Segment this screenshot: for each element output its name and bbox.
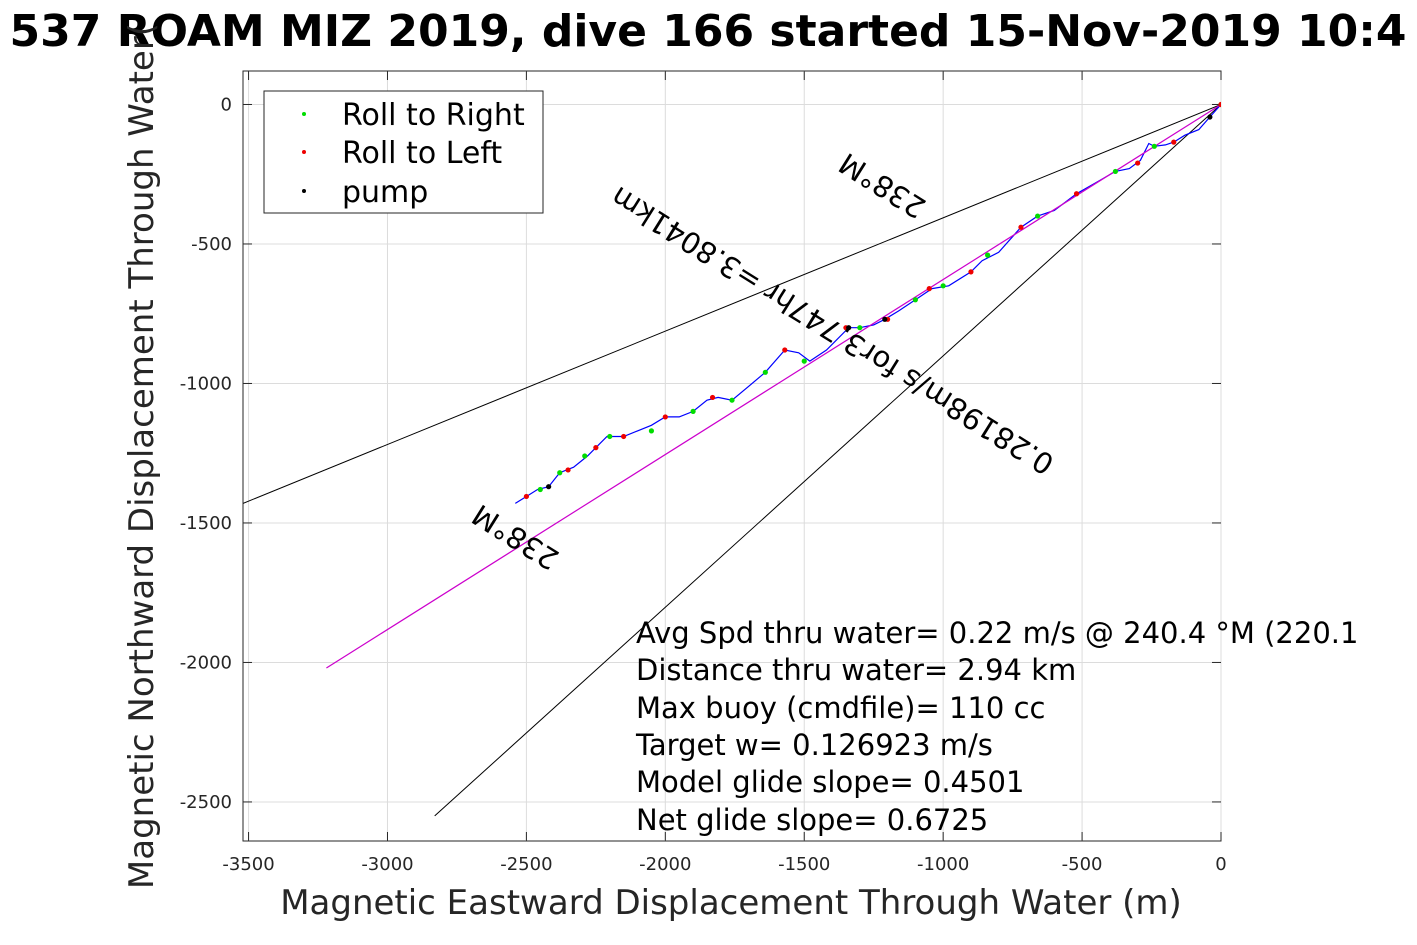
summary-distance: Distance thru water= 2.94 km (636, 653, 1076, 687)
legend-marker-pump (302, 189, 306, 193)
y-axis-label: Magnetic Northward Displacement Through … (122, 23, 162, 889)
roll-right-point (1151, 143, 1157, 149)
summary-target-w: Target w= 0.126923 m/s (635, 728, 993, 762)
y-tick-label: -2000 (180, 652, 232, 673)
legend-label-roll-left: Roll to Left (342, 136, 502, 171)
x-tick-label: -1500 (778, 854, 830, 875)
y-tick-label: -500 (191, 234, 232, 255)
pump-point (546, 484, 552, 490)
roll-left-point (968, 269, 974, 275)
reference-line-upper (243, 104, 1221, 504)
roll-right-point (985, 252, 991, 258)
roll-right-point (1112, 168, 1119, 175)
series-line-1 (326, 103, 1221, 669)
x-tick-label: -2000 (639, 854, 691, 875)
roll-left-point (782, 347, 788, 353)
roll-right-point (557, 470, 563, 476)
x-axis-label: Magnetic Eastward Displacement Through W… (280, 883, 1182, 923)
roll-left-point (1018, 224, 1024, 230)
roll-left-point (1171, 139, 1177, 145)
x-tick-label: -1000 (917, 854, 969, 875)
reference-lines (243, 104, 1221, 817)
y-axis-ticks: 0 -500 -1000 -1500 -2000 -2500 (180, 94, 1221, 813)
chart-title: 537 ROAM MIZ 2019, dive 166 started 15-N… (10, 6, 1407, 57)
y-tick-label: -1500 (180, 513, 232, 534)
reference-line-lower (434, 104, 1221, 817)
x-tick-label: -2500 (500, 854, 552, 875)
roll-right-point (801, 358, 807, 364)
roll-left-point (523, 493, 529, 500)
roll-right-point (582, 453, 588, 459)
legend-marker-roll-left (302, 150, 306, 154)
legend: Roll to Right Roll to Left pump (263, 90, 544, 214)
roll-left-point (1135, 160, 1141, 166)
roll-left-point (662, 414, 668, 420)
roll-right-point (762, 369, 768, 375)
roll-right-point (690, 408, 696, 414)
x-tick-label: -500 (1062, 854, 1103, 875)
legend-label-roll-right: Roll to Right (342, 98, 525, 133)
roll-right-point (537, 486, 543, 493)
pump-point (1207, 114, 1213, 120)
roll-left-point (565, 467, 571, 473)
x-axis-ticks: -3500 -3000 -2500 -2000 -1500 -1000 -500 0 (222, 71, 1227, 875)
pump-point (846, 325, 852, 331)
summary-avg-speed: Avg Spd thru water= 0.22 m/s @ 240.4 °M … (636, 616, 1358, 650)
y-tick-label: -1000 (180, 373, 232, 394)
pump-point (882, 316, 888, 322)
legend-label-pump: pump (342, 175, 428, 210)
roll-right-point (1035, 213, 1041, 219)
y-tick-label: 0 (221, 94, 232, 115)
roll-right-point (940, 283, 946, 289)
roll-right-point (607, 433, 613, 440)
legend-box (263, 90, 544, 214)
roll-left-point (1073, 191, 1080, 197)
roll-left-point (1218, 101, 1221, 108)
summary-model-glide: Model glide slope= 0.4501 (636, 765, 1024, 799)
roll-right-point (912, 297, 918, 303)
x-tick-label: -3500 (222, 854, 274, 875)
x-tick-label: 0 (1215, 854, 1226, 875)
roll-left-point (926, 286, 932, 292)
roll-right-point (729, 397, 735, 403)
roll-left-point (593, 445, 599, 451)
y-tick-label: -2500 (180, 792, 232, 813)
roll-left-point (621, 433, 627, 440)
roll-left-point (709, 394, 716, 401)
summary-net-glide: Net glide slope= 0.6725 (636, 803, 988, 837)
event-markers (523, 101, 1221, 500)
legend-marker-roll-right (302, 112, 306, 116)
roll-right-point (857, 325, 863, 331)
roll-right-point (648, 428, 655, 434)
summary-max-buoy: Max buoy (cmdfile)= 110 cc (636, 691, 1045, 725)
x-tick-label: -3000 (361, 854, 413, 875)
dive-summary: Avg Spd thru water= 0.22 m/s @ 240.4 °M … (635, 616, 1358, 837)
